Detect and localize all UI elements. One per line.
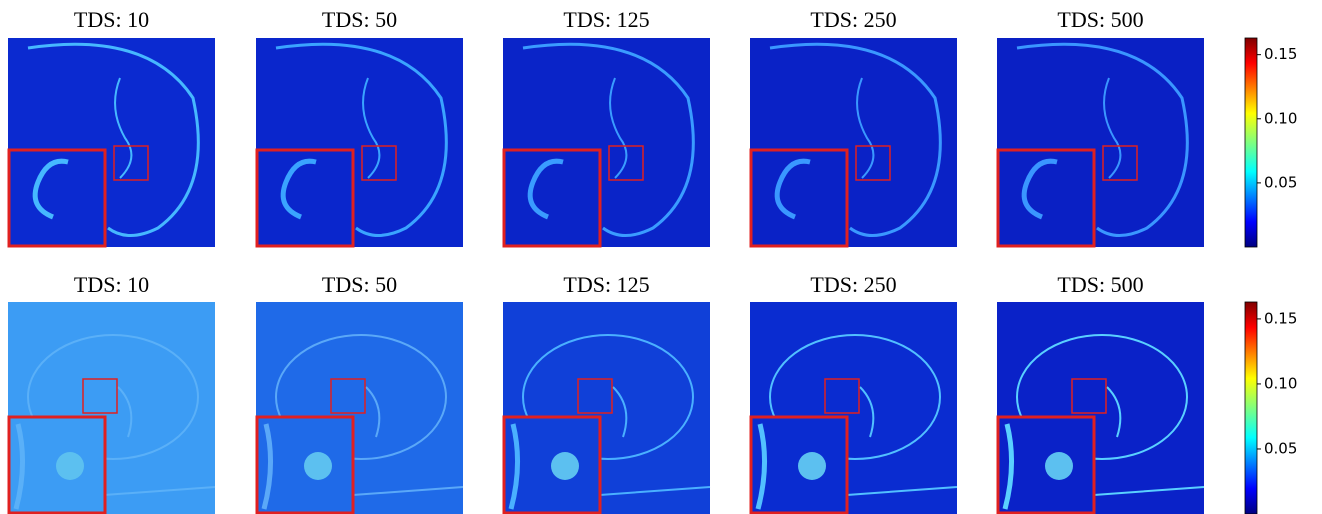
inset-frame (749, 415, 849, 514)
panel-title: TDS: 10 (74, 272, 149, 297)
inset-frame (996, 415, 1096, 514)
inset-detail (551, 452, 579, 480)
zoom-region (608, 145, 644, 181)
inset-detail (261, 423, 273, 510)
inset-fill (257, 150, 353, 246)
zoom-inset (7, 148, 107, 248)
panel-title: TDS: 125 (563, 272, 649, 297)
inset-frame (749, 148, 849, 248)
zoom-inset (255, 148, 355, 248)
panel-title: TDS: 125 (563, 7, 649, 32)
inset-fill (9, 150, 105, 246)
anatomy-outline (522, 334, 694, 460)
anatomy-outline (362, 77, 381, 179)
anatomy-outline (27, 42, 200, 237)
inset-frame (502, 415, 602, 514)
colorbar (1244, 37, 1258, 248)
inset-frame (7, 415, 107, 514)
zoom-inset (7, 415, 107, 514)
inset-detail (32, 158, 69, 220)
anatomy-outline (769, 42, 942, 237)
inset-detail (13, 423, 25, 510)
panel-title: TDS: 50 (322, 272, 397, 297)
inset-frame (502, 148, 602, 248)
zoom-inset (502, 148, 602, 248)
inset-frame (7, 148, 107, 248)
zoom-region (1102, 145, 1138, 181)
inset-fill (751, 150, 847, 246)
inset-detail (1002, 423, 1014, 510)
anatomy-outline (275, 42, 448, 237)
colorbar-tick-label: 0.10 (1264, 374, 1297, 392)
zoom-region (330, 378, 366, 414)
colorbar-tick-label: 0.05 (1264, 439, 1297, 457)
panel-title: TDS: 10 (74, 7, 149, 32)
zoom-inset (996, 415, 1096, 514)
anatomy-outline (275, 334, 447, 460)
zoom-inset (749, 415, 849, 514)
inset-detail (527, 158, 564, 220)
colorbar (1244, 301, 1258, 514)
zoom-region (577, 378, 613, 414)
inset-fill (504, 150, 600, 246)
inset-detail (304, 452, 332, 480)
inset-fill (998, 150, 1094, 246)
inset-detail (1021, 158, 1058, 220)
zoom-inset (502, 415, 602, 514)
panel-title: TDS: 50 (322, 7, 397, 32)
inset-frame (255, 415, 355, 514)
inset-detail (755, 423, 767, 510)
inset-detail (798, 452, 826, 480)
colorbar-tick-label: 0.05 (1264, 173, 1297, 191)
inset-detail (508, 423, 520, 510)
zoom-region (113, 145, 149, 181)
colorbar-tick-label: 0.10 (1264, 109, 1297, 127)
anatomy-outline (27, 334, 199, 460)
anatomy-outline (522, 42, 695, 237)
zoom-region (1071, 378, 1107, 414)
zoom-inset (255, 415, 355, 514)
inset-frame (996, 148, 1096, 248)
anatomy-outline (856, 77, 875, 179)
zoom-inset (996, 148, 1096, 248)
inset-detail (280, 158, 317, 220)
inset-detail (56, 452, 84, 480)
anatomy-outline (609, 77, 628, 179)
zoom-region (82, 378, 118, 414)
panel-title: TDS: 500 (1057, 272, 1143, 297)
anatomy-outline (114, 77, 133, 179)
zoom-region (855, 145, 891, 181)
panel-title: TDS: 500 (1057, 7, 1143, 32)
colorbar-tick-label: 0.15 (1264, 309, 1297, 327)
anatomy-outline (1103, 77, 1122, 179)
anatomy-outline (1016, 42, 1189, 237)
colorbar-tick-label: 0.15 (1264, 45, 1297, 63)
anatomy-outline (1016, 334, 1188, 460)
panel-title: TDS: 250 (810, 272, 896, 297)
zoom-region (361, 145, 397, 181)
zoom-region (824, 378, 860, 414)
anatomy-outline (769, 334, 941, 460)
inset-frame (255, 148, 355, 248)
zoom-inset (749, 148, 849, 248)
inset-detail (1045, 452, 1073, 480)
inset-detail (774, 158, 811, 220)
panel-title: TDS: 250 (810, 7, 896, 32)
